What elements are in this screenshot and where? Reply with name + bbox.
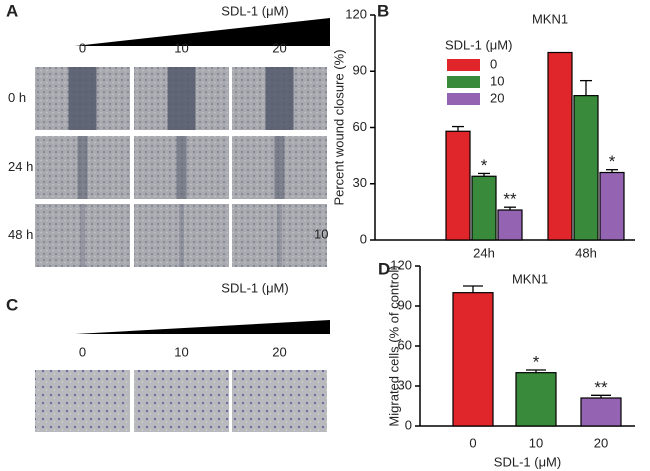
y-axis-label: Migrated cells (% of control) — [386, 265, 401, 426]
micrograph — [35, 370, 130, 432]
row-label: 48 h — [8, 227, 33, 242]
legend-swatch — [447, 93, 480, 105]
x-axis-label: SDL-1 (μM) — [494, 454, 561, 469]
wound-gap — [80, 204, 85, 267]
column-label: 0 — [79, 344, 86, 359]
micrograph — [232, 204, 327, 267]
legend-label: 10 — [490, 73, 504, 88]
legend-label: 20 — [490, 90, 504, 105]
wound-gap — [68, 67, 97, 130]
y-tick-label: 120 — [390, 257, 412, 272]
wound-gap — [77, 136, 88, 199]
significance: * — [481, 156, 488, 175]
wound-gap — [179, 204, 184, 267]
x-tick-label: 48h — [575, 245, 597, 260]
column-label: 20 — [272, 40, 286, 55]
column-label: 10 — [174, 40, 188, 55]
dose-wedge — [75, 320, 330, 334]
significance: ** — [594, 378, 608, 397]
y-tick-label: 90 — [353, 63, 367, 78]
x-tick-label: 20 — [594, 435, 608, 450]
y-tick-label: 0 — [405, 417, 412, 432]
y-tick-label: 60 — [398, 337, 412, 352]
y-tick-label: 0 — [360, 231, 367, 246]
micrograph — [35, 204, 130, 267]
significance: * — [533, 352, 540, 371]
panel-letter: A — [6, 1, 18, 20]
significance: * — [609, 152, 616, 171]
y-tick-label: 30 — [353, 175, 367, 190]
x-tick-label: 0 — [469, 435, 476, 450]
dose-label: SDL-1 (μM) — [221, 280, 288, 295]
dose-wedge — [75, 18, 330, 46]
y-tick-label: 90 — [398, 297, 412, 312]
wound-gap — [167, 67, 196, 130]
wound-gap — [274, 136, 285, 199]
bar — [445, 130, 471, 241]
legend-label: 0 — [490, 56, 497, 71]
column-label: 0 — [79, 40, 86, 55]
panel-a: A SDL-1 (μM) — [6, 1, 330, 46]
dose-label: SDL-1 (μM) — [221, 3, 288, 18]
wound-gap — [265, 67, 294, 130]
chart-title: MKN1 — [532, 11, 568, 26]
bar — [471, 175, 497, 241]
x-tick-label: 10 — [529, 435, 543, 450]
chart-title: MKN1 — [512, 271, 548, 286]
image-label: 10 — [314, 226, 328, 241]
panel-letter: B — [377, 1, 389, 20]
y-tick-label: 60 — [353, 119, 367, 134]
panel-letter: C — [6, 295, 18, 314]
legend-swatch — [447, 59, 480, 71]
micrograph — [232, 370, 327, 432]
panel-c: C SDL-1 (μM) — [6, 280, 330, 334]
bar — [573, 95, 599, 241]
micrograph — [134, 370, 229, 432]
bar — [547, 51, 573, 241]
significance: ** — [503, 190, 517, 209]
y-tick-label: 30 — [398, 377, 412, 392]
x-tick-label: 24h — [473, 245, 495, 260]
wound-gap — [176, 136, 187, 199]
bar — [580, 397, 622, 427]
column-label: 10 — [174, 344, 188, 359]
bar — [497, 209, 523, 241]
panel-letter: D — [378, 259, 390, 278]
wound-gap — [277, 204, 282, 267]
y-tick-label: 120 — [345, 6, 367, 21]
row-label: 24 h — [8, 159, 33, 174]
legend-title: SDL-1 (μM) — [445, 37, 512, 52]
micrograph — [134, 204, 229, 267]
column-label: 20 — [272, 344, 286, 359]
row-label: 0 h — [8, 90, 26, 105]
bar — [599, 171, 625, 241]
bar — [452, 292, 494, 427]
y-axis-label: Percent wound closure (%) — [331, 49, 346, 205]
legend-swatch — [447, 76, 480, 88]
bar — [515, 372, 557, 427]
